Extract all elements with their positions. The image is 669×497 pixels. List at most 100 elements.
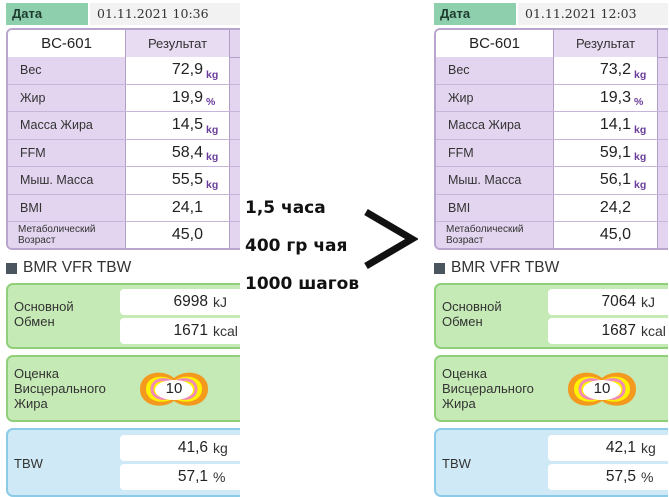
section-title-text: BMR VFR TBW xyxy=(451,259,560,276)
row-value: 45,0 xyxy=(171,226,203,244)
row-unit: kg xyxy=(634,178,647,191)
date-row: Дата 01.11.2021 10:36 xyxy=(6,3,240,25)
tbw-kg-unit: kg xyxy=(213,440,228,456)
row-value: 73,2 xyxy=(599,61,631,79)
square-bullet-icon xyxy=(6,262,17,274)
row-value: 14,5 xyxy=(171,116,203,134)
row-label: BMI xyxy=(436,194,554,221)
row-value: 58,4 xyxy=(171,143,203,161)
date-value: 01.11.2021 10:36 xyxy=(90,3,240,25)
bmr-kj-box: 7064 kJ xyxy=(548,289,668,315)
date-label: Дата xyxy=(6,3,88,25)
row-label: BMI xyxy=(8,194,126,221)
right-measurement-panel: Дата 01.11.2021 12:03 BC-601 Результат В… xyxy=(434,0,668,497)
tbw-kg-value: 41,6 xyxy=(177,439,208,456)
result-row-weight: Вес 73,2 kg xyxy=(436,57,668,85)
result-row-metabolic-age: Метаболический Возраст 45,0 xyxy=(8,222,240,248)
visceral-fat-badge-icon xyxy=(568,372,636,406)
row-unit: kg xyxy=(206,68,219,81)
left-measurement-panel: Дата 01.11.2021 10:36 BC-601 Результат В… xyxy=(6,0,240,497)
tbw-kg-value: 42,1 xyxy=(605,439,636,456)
note-steps: 1000 шагов xyxy=(245,274,360,294)
tbw-percent-unit: % xyxy=(641,469,654,485)
row-label: Масса Жира xyxy=(436,112,554,139)
tbw-percent-box: 57,5 % xyxy=(548,464,668,490)
tbw-percent-unit: % xyxy=(213,469,226,485)
bmr-kcal-value: 1671 xyxy=(173,322,208,339)
comparison-notes: 1,5 часа 400 гр чая 1000 шагов xyxy=(245,196,425,306)
bmr-card: Основной Обмен 7064 kJ 1687 kcal xyxy=(434,283,668,349)
row-value: 59,1 xyxy=(599,143,631,161)
row-value: 45,0 xyxy=(599,226,631,244)
row-unit: % xyxy=(634,96,644,108)
row-unit: kg xyxy=(206,123,219,136)
tbw-card: TBW 41,6 kg 57,1 % xyxy=(6,428,240,497)
greater-than-arrow-icon xyxy=(364,208,418,270)
result-column-header: Результат xyxy=(554,30,658,57)
results-table: BC-601 Результат Вес 72,9 kg Жир 19,9% Ма… xyxy=(6,28,240,250)
tbw-percent-value: 57,1 xyxy=(177,468,208,485)
bmr-kj-value: 7064 xyxy=(601,293,636,310)
result-row-fat: Жир 19,9% xyxy=(8,84,240,112)
note-duration: 1,5 часа xyxy=(245,198,326,218)
bmr-label: Основной Обмен xyxy=(14,299,74,329)
result-row-muscle-mass: Мыш. Масса 56,1 kg xyxy=(436,167,668,195)
tbw-percent-box: 57,1 % xyxy=(120,464,240,490)
bmr-kcal-unit: kcal xyxy=(641,323,666,339)
row-label: FFM xyxy=(436,139,554,166)
row-value: 56,1 xyxy=(599,171,631,189)
row-label: Метаболический Возраст xyxy=(436,222,554,248)
result-row-metabolic-age: Метаболический Возраст 45,0 xyxy=(436,222,668,248)
row-label: FFM xyxy=(8,139,126,166)
result-row-bmi: BMI 24,1 xyxy=(8,194,240,222)
tbw-label: TBW xyxy=(14,456,43,471)
device-name: BC-601 xyxy=(8,30,126,57)
device-name: BC-601 xyxy=(436,30,554,57)
date-value: 01.11.2021 12:03 xyxy=(518,3,668,25)
row-label: Мыш. Масса xyxy=(436,167,554,194)
section-title: BMR VFR TBW xyxy=(6,258,131,278)
tbw-percent-value: 57,5 xyxy=(605,468,636,485)
bmr-kcal-unit: kcal xyxy=(213,323,238,339)
result-row-ffm: FFM 58,4 kg xyxy=(8,139,240,167)
note-tea: 400 гр чая xyxy=(245,236,348,256)
row-label: Мыш. Масса xyxy=(8,167,126,194)
row-value: 24,1 xyxy=(171,198,203,216)
results-header: BC-601 Результат xyxy=(436,30,668,58)
vfr-card: Оценка Висцерального Жира 10 xyxy=(6,355,240,422)
bmr-card: Основной Обмен 6998 kJ 1671 kcal xyxy=(6,283,240,349)
result-row-fat-mass: Масса Жира 14,5 kg xyxy=(8,112,240,140)
vfr-value: 10 xyxy=(593,380,611,397)
tbw-label: TBW xyxy=(442,456,471,471)
tbw-card: TBW 42,1 kg 57,5 % xyxy=(434,428,668,497)
result-row-fat-mass: Масса Жира 14,1 kg xyxy=(436,112,668,140)
row-unit: kg xyxy=(634,151,647,163)
vfr-value: 10 xyxy=(165,380,183,397)
row-value: 55,5 xyxy=(171,171,203,189)
row-label: Вес xyxy=(436,57,554,84)
date-label: Дата xyxy=(434,3,516,25)
results-table: BC-601 Результат Вес 73,2 kg Жир 19,3% Ма… xyxy=(434,28,668,250)
result-row-bmi: BMI 24,2 xyxy=(436,194,668,222)
row-value: 14,1 xyxy=(599,116,631,134)
row-unit: kg xyxy=(206,178,219,191)
row-label: Жир xyxy=(8,84,126,111)
row-unit: kg xyxy=(634,68,647,81)
visceral-fat-badge-icon xyxy=(140,372,208,406)
vfr-label: Оценка Висцерального Жира xyxy=(442,366,534,411)
tbw-kg-unit: kg xyxy=(641,440,656,456)
row-label: Вес xyxy=(8,57,126,84)
bmr-kj-unit: kJ xyxy=(213,294,227,310)
square-bullet-icon xyxy=(434,262,445,274)
result-row-fat: Жир 19,3% xyxy=(436,84,668,112)
row-value: 24,2 xyxy=(599,198,631,216)
results-header: BC-601 Результат xyxy=(8,30,240,58)
row-label: Масса Жира xyxy=(8,112,126,139)
bmr-kj-unit: kJ xyxy=(641,294,655,310)
bmr-label: Основной Обмен xyxy=(442,299,502,329)
vfr-label: Оценка Висцерального Жира xyxy=(14,366,106,411)
result-row-weight: Вес 72,9 kg xyxy=(8,57,240,85)
bmr-kj-box: 6998 kJ xyxy=(120,289,240,315)
tbw-kg-box: 42,1 kg xyxy=(548,435,668,461)
result-row-muscle-mass: Мыш. Масса 55,5 kg xyxy=(8,167,240,195)
